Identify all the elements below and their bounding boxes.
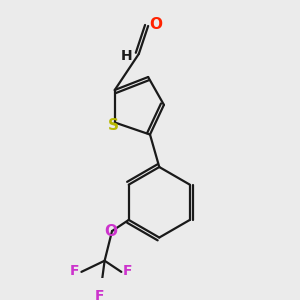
Text: O: O bbox=[149, 16, 162, 32]
Text: H: H bbox=[121, 49, 133, 63]
Text: S: S bbox=[108, 118, 119, 133]
Text: O: O bbox=[105, 224, 118, 238]
Text: F: F bbox=[70, 264, 80, 278]
Text: F: F bbox=[123, 264, 133, 278]
Text: F: F bbox=[95, 289, 105, 300]
